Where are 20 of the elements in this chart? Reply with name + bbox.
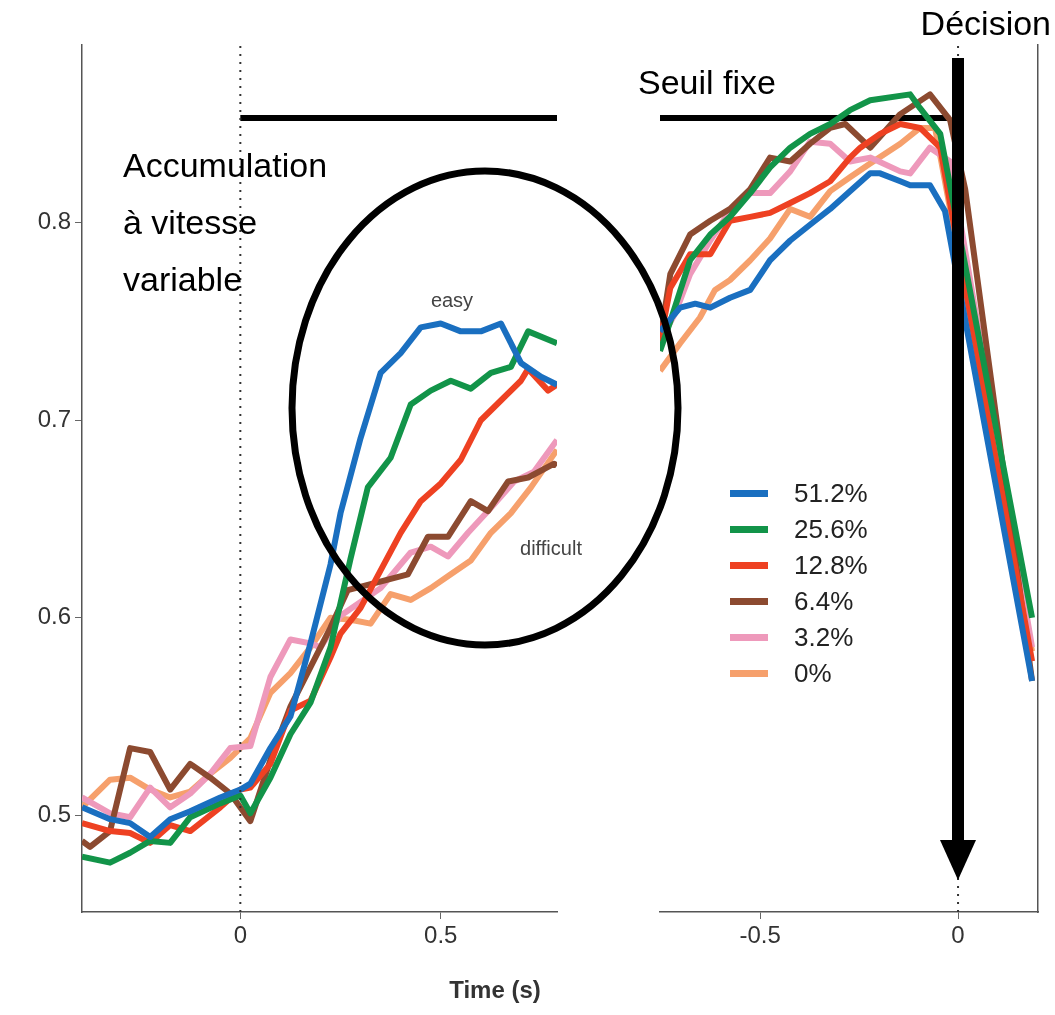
annotation: Accumulation à vitesse variable	[123, 145, 329, 300]
y-tick-label: 0.6	[37, 602, 71, 630]
y-tick-label: 0.5	[37, 799, 71, 827]
annotation: easy	[430, 288, 474, 312]
legend-label: 6.4%	[794, 585, 854, 617]
x-tick-label: 0	[951, 921, 965, 949]
text: Décision	[920, 4, 1051, 43]
y-tick-label: 0.7	[37, 404, 71, 432]
annotation: Seuil fixe	[638, 62, 776, 102]
legend-label: 3.2%	[794, 621, 854, 653]
legend-label: 25.6%	[794, 513, 868, 545]
legend-label: 51.2%	[794, 477, 868, 509]
legend-label: 0%	[794, 657, 832, 689]
y-tick-label: 0.8	[37, 207, 71, 235]
x-tick-label: 0.5	[424, 921, 458, 949]
legend-label: 12.8%	[794, 549, 868, 581]
annotation: difficult	[520, 536, 582, 560]
x-tick-label: -0.5	[739, 921, 781, 949]
x-tick-label: 0	[233, 921, 248, 949]
x-axis-title: Time (s)	[449, 976, 541, 1004]
